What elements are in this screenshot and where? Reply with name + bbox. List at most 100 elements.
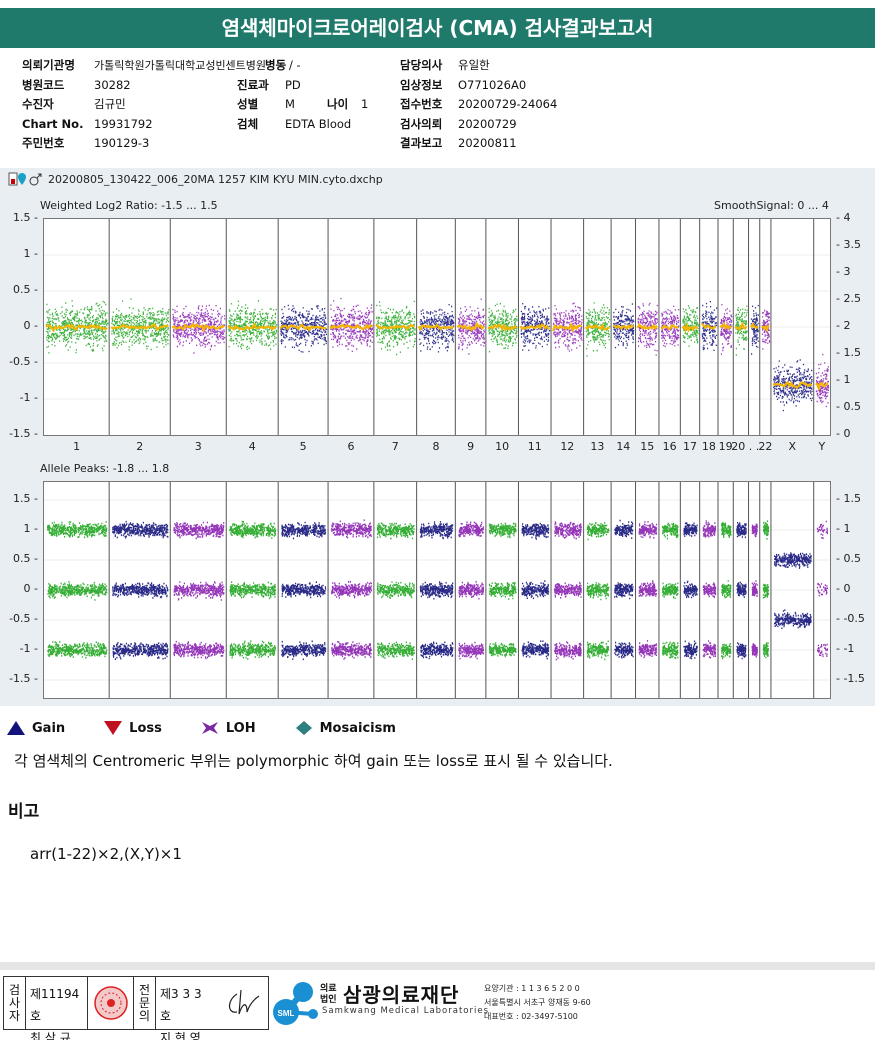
label-hospital-code: 병원코드	[22, 77, 65, 92]
chr-11-allele-peaks	[521, 522, 550, 660]
chr-19-allele-peaks	[721, 521, 732, 660]
chromosome-label: 19	[718, 440, 733, 453]
top-right-tick: - 2.5	[836, 292, 861, 305]
bottom-left-tick: -1 -	[19, 642, 38, 655]
chr-X-probes	[772, 359, 813, 412]
chr-5-allele-peaks	[281, 521, 327, 661]
foundation-small-label: 의료법인	[320, 984, 337, 1005]
top-left-tick: 1 -	[23, 247, 38, 260]
chr-20-probes	[734, 305, 748, 356]
top-left-tick: -1.5 -	[9, 427, 38, 440]
sml-logo-icon: SML	[273, 982, 318, 1025]
legend-loss: Loss	[103, 720, 162, 736]
foundation-code: 요양기관 : 1 1 3 6 5 2 0 0	[484, 984, 580, 993]
foundation-phone: 대표번호 : 02-3497-5100	[484, 1012, 578, 1021]
loss-triangle-icon	[104, 721, 123, 735]
value-institution: 가톨릭학원가톨릭대학교성빈센트병원	[94, 59, 267, 72]
cnv-legend: Gain Loss LOH Mosaicism	[6, 720, 434, 736]
chr-17-allele-peaks	[683, 522, 698, 660]
label-patient-name: 수진자	[22, 97, 54, 111]
tester-name: 최 삼 규	[30, 1031, 71, 1040]
chr-3-allele-peaks	[173, 521, 225, 660]
chr-13-allele-peaks	[586, 522, 610, 661]
footer-divider	[0, 962, 875, 970]
mosaicism-diamond-icon	[295, 721, 312, 735]
bottom-right-tick: - -1	[836, 642, 855, 655]
value-chart-no: 19931792	[94, 116, 153, 131]
chr-21-probes	[749, 304, 759, 355]
tester-label-char: 검	[8, 982, 21, 997]
tester-cell: 제11194호 최 삼 규	[26, 977, 88, 1040]
chr-1-probes	[45, 300, 109, 354]
value-specimen: EDTA Blood	[285, 116, 352, 131]
chromosome-label: 7	[391, 440, 399, 453]
chr-7-allele-peaks	[376, 522, 415, 660]
remark-title: 비고	[8, 802, 40, 822]
value-ward: / -	[289, 58, 301, 72]
chr-13-probes	[585, 302, 611, 357]
specialist-license-no: 제3 3 3 호	[160, 987, 202, 1023]
bottom-plot-label: Allele Peaks: -1.8 ... 1.8	[40, 462, 170, 475]
patient-info-col3: 담당의사 유일한 임상정보 O771026A0 접수번호 20200729-24064…	[400, 56, 557, 154]
chromosome-label: 16	[662, 440, 677, 453]
chr-10-probes	[487, 303, 518, 353]
bottom-right-tick: - 1.5	[836, 492, 861, 505]
centromeric-note: 각 염색체의 Centromeric 부위는 polymorphic 하여 ga…	[14, 752, 613, 770]
chr-X-allele-peaks	[774, 552, 812, 630]
top-plot-right-label: SmoothSignal: 0 ... 4	[714, 199, 829, 212]
file-status-icons	[8, 172, 42, 186]
label-department: 진료과	[237, 77, 269, 92]
chromosome-label: 14	[616, 440, 631, 453]
bottom-right-tick: - -1.5	[836, 672, 865, 685]
seal-stamp-icon	[93, 986, 128, 1020]
label-report-date: 결과보고	[400, 136, 443, 150]
bottom-left-tick: -0.5 -	[9, 612, 38, 625]
chr-Y-allele-peaks	[816, 520, 829, 658]
chr-14-probes	[612, 303, 635, 349]
label-physician: 담당의사	[400, 58, 443, 72]
chromosome-label: 6	[347, 440, 355, 453]
sml-badge-text: SML	[278, 1009, 295, 1018]
chr-5-probes	[279, 304, 328, 353]
chromosome-label: 4	[248, 440, 256, 453]
chr-9-probes	[456, 298, 486, 355]
chr-Y-probes	[815, 353, 830, 408]
chromosome-label: 20 . .	[731, 440, 760, 453]
chromosome-label: 9	[467, 440, 475, 453]
value-request-date: 20200729	[458, 116, 517, 131]
value-resident-no: 190129-3	[94, 136, 150, 150]
chr-15-allele-peaks	[638, 521, 658, 659]
label-sex: 성별	[237, 97, 259, 111]
top-strip	[0, 0, 875, 8]
tester-label-char: 사	[8, 995, 21, 1010]
report-title: 염색체마이크로어레이검사 (CMA) 검사결과보고서	[0, 8, 875, 48]
chr-20-allele-peaks	[736, 522, 747, 660]
top-right-tick: - 1.5	[836, 346, 861, 359]
chr-6-allele-peaks	[331, 519, 372, 660]
allele-peaks-plot	[43, 481, 831, 699]
top-left-tick: 0.5 -	[13, 283, 38, 296]
tester-label-char: 자	[8, 1008, 21, 1023]
foundation-name: 삼광의료재단	[343, 983, 460, 1007]
cytoscan-panel: 20200805_130422_006_20MA 1257 KIM KYU MI…	[0, 168, 875, 706]
top-left-tick: 1.5 -	[13, 211, 38, 224]
legend-loss-label: Loss	[129, 720, 162, 736]
chr-15-probes	[636, 302, 658, 356]
chr-18-allele-peaks	[702, 520, 717, 659]
chromosome-label: 2	[136, 440, 144, 453]
patient-info-col2: 병동 / - 진료과 PD 성별 M 나이 1 검체 EDTA Blood	[237, 56, 368, 134]
specialist-label-char: 전	[138, 982, 151, 997]
foundation-english: Samkwang Medical Laboratories	[322, 1006, 490, 1016]
value-sex: M	[285, 97, 295, 111]
chr-10-allele-peaks	[488, 522, 517, 658]
label-request-date: 검사의뢰	[400, 116, 443, 131]
label-chart-no: Chart No.	[22, 116, 84, 131]
chr-14-allele-peaks	[614, 519, 634, 659]
value-patient-name: 김규민	[94, 97, 126, 111]
label-clinical-info: 임상정보	[400, 77, 443, 92]
legend-gain-label: Gain	[32, 720, 66, 736]
chr-4-probes	[227, 300, 278, 351]
